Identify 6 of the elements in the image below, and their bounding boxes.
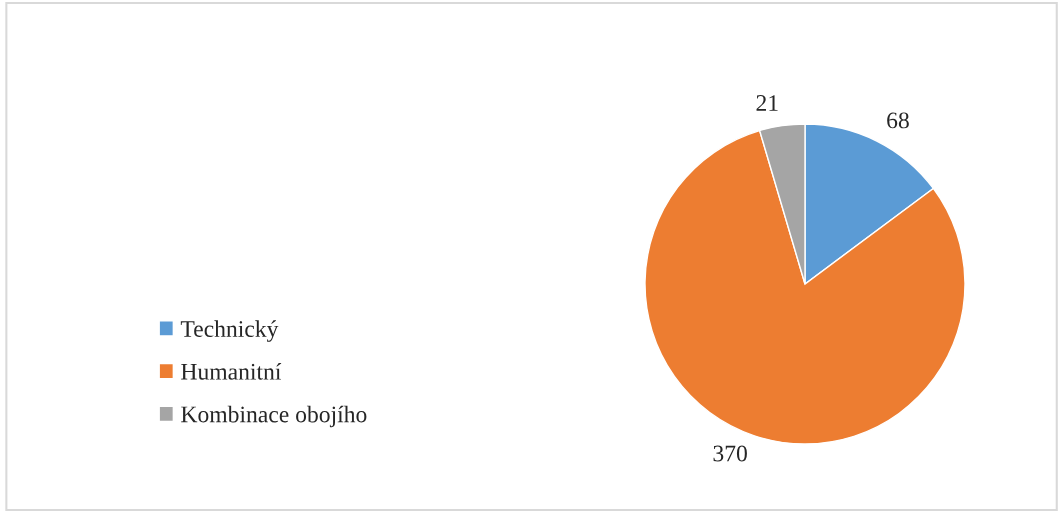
- data-label: 68: [887, 112, 909, 129]
- legend-label: Technický: [180, 320, 279, 342]
- data-label: 370: [713, 445, 747, 462]
- legend-label: Humanitní: [181, 363, 282, 380]
- legend-label: Kombinace obojího: [181, 405, 367, 428]
- data-label: 21: [756, 95, 778, 111]
